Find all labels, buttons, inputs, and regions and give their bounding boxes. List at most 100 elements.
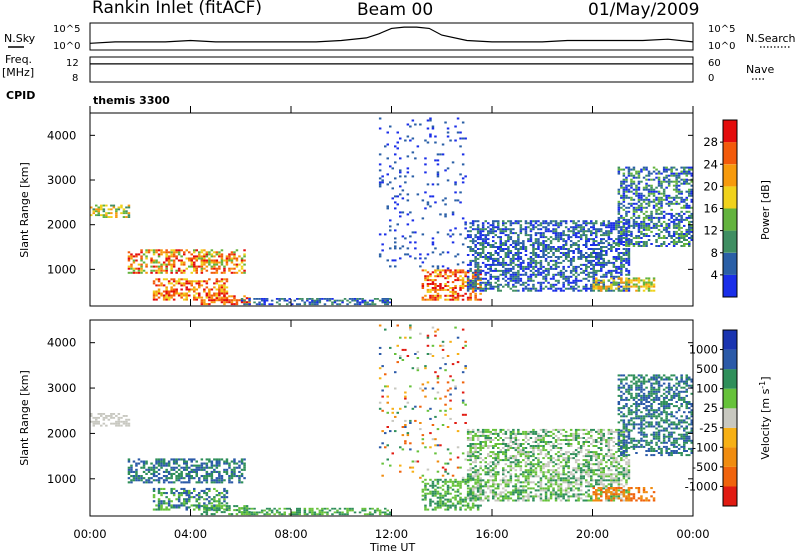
heatmap-cell <box>677 218 681 221</box>
heatmap-cell <box>652 216 656 219</box>
heatmap-cell <box>637 228 641 231</box>
heatmap-cell <box>205 479 209 482</box>
heatmap-cell <box>519 267 523 270</box>
heatmap-cell <box>577 240 580 243</box>
heatmap-cell <box>170 481 173 484</box>
heatmap-cell <box>183 284 186 287</box>
heatmap-cell <box>466 277 470 280</box>
heatmap-cell <box>208 509 211 512</box>
heatmap-cell <box>597 257 600 260</box>
heatmap-cell <box>529 287 533 290</box>
heatmap-cell <box>479 285 482 287</box>
heatmap-cell <box>193 288 196 291</box>
heatmap-cell <box>625 233 628 235</box>
heatmap-cell <box>657 224 661 227</box>
heatmap-cell <box>230 295 234 298</box>
heatmap-cell <box>474 445 477 447</box>
heatmap-cell <box>554 481 558 484</box>
heatmap-cell <box>471 240 475 243</box>
heatmap-cell <box>517 259 520 262</box>
heatmap-cell <box>316 303 319 306</box>
heatmap-cell <box>481 432 485 435</box>
heatmap-cell <box>394 247 397 250</box>
heatmap-cell <box>582 285 585 288</box>
heatmap-cell <box>595 283 598 286</box>
heatmap-cell <box>476 265 480 268</box>
heatmap-cell <box>195 466 198 469</box>
heatmap-cell <box>509 222 513 225</box>
heatmap-cell <box>630 235 633 237</box>
heatmap-cell <box>559 269 563 272</box>
heatmap-cell <box>509 434 513 437</box>
heatmap-cell <box>371 507 374 510</box>
heatmap-cell <box>554 267 558 270</box>
heatmap-cell <box>537 220 540 223</box>
heatmap-cell <box>504 497 508 500</box>
heatmap-cell <box>642 281 646 284</box>
heatmap-cell <box>203 508 206 511</box>
power-y-axis-label: Slant Range [km] <box>18 162 31 258</box>
heatmap-cell <box>487 463 490 466</box>
heatmap-cell <box>193 296 196 299</box>
heatmap-cell <box>451 211 455 214</box>
heatmap-cell <box>542 457 545 460</box>
heatmap-cell <box>225 460 229 463</box>
heatmap-cell <box>476 496 480 499</box>
heatmap-cell <box>481 493 485 496</box>
heatmap-cell <box>600 281 603 284</box>
heatmap-cell <box>534 226 538 229</box>
heatmap-cell <box>602 224 605 227</box>
heatmap-cell <box>559 273 563 276</box>
heatmap-cell <box>476 220 480 223</box>
heatmap-cell <box>615 248 618 250</box>
heatmap-cell <box>275 301 279 304</box>
heatmap-cell <box>509 224 513 227</box>
heatmap-cell <box>587 271 590 274</box>
heatmap-cell <box>193 298 196 301</box>
heatmap-cell <box>157 249 161 252</box>
heatmap-cell <box>386 299 389 302</box>
heatmap-cell <box>627 259 631 262</box>
heatmap-cell <box>476 248 480 250</box>
heatmap-cell <box>152 487 156 490</box>
heatmap-cell <box>612 269 616 272</box>
heatmap-cell <box>167 464 171 467</box>
heatmap-cell <box>512 489 515 492</box>
heatmap-cell <box>559 275 563 278</box>
heatmap-cell <box>602 259 605 262</box>
heatmap-cell <box>499 236 502 239</box>
heatmap-cell <box>504 283 508 286</box>
heatmap-cell <box>474 283 477 286</box>
heatmap-cell <box>650 285 653 288</box>
heatmap-cell <box>484 287 487 290</box>
heatmap-cell <box>213 504 216 507</box>
heatmap-cell <box>605 250 608 252</box>
heatmap-cell <box>474 478 477 481</box>
heatmap-cell <box>386 205 389 208</box>
heatmap-cell <box>451 213 455 216</box>
heatmap-cell <box>504 222 508 225</box>
heatmap-cell <box>645 241 648 243</box>
heatmap-cell <box>235 259 239 262</box>
heatmap-cell <box>356 301 359 304</box>
heatmap-cell <box>532 475 535 478</box>
heatmap-cell <box>426 290 430 293</box>
heatmap-cell <box>198 280 201 283</box>
heatmap-cell <box>439 253 442 256</box>
heatmap-cell <box>502 477 505 480</box>
heatmap-cell <box>406 223 410 226</box>
heatmap-cell <box>597 269 600 272</box>
heatmap-cell <box>446 506 450 509</box>
heatmap-cell <box>376 298 379 300</box>
heatmap-cell <box>592 240 595 243</box>
heatmap-cell <box>183 292 186 295</box>
heatmap-cell <box>479 447 482 449</box>
heatmap-cell <box>469 453 472 456</box>
heatmap-cell <box>534 495 538 498</box>
heatmap-cell <box>517 222 520 225</box>
heatmap-cell <box>245 507 249 510</box>
heatmap-cell <box>263 509 266 512</box>
heatmap-cell <box>542 232 545 235</box>
heatmap-cell <box>170 468 173 471</box>
heatmap-cell <box>504 485 508 488</box>
